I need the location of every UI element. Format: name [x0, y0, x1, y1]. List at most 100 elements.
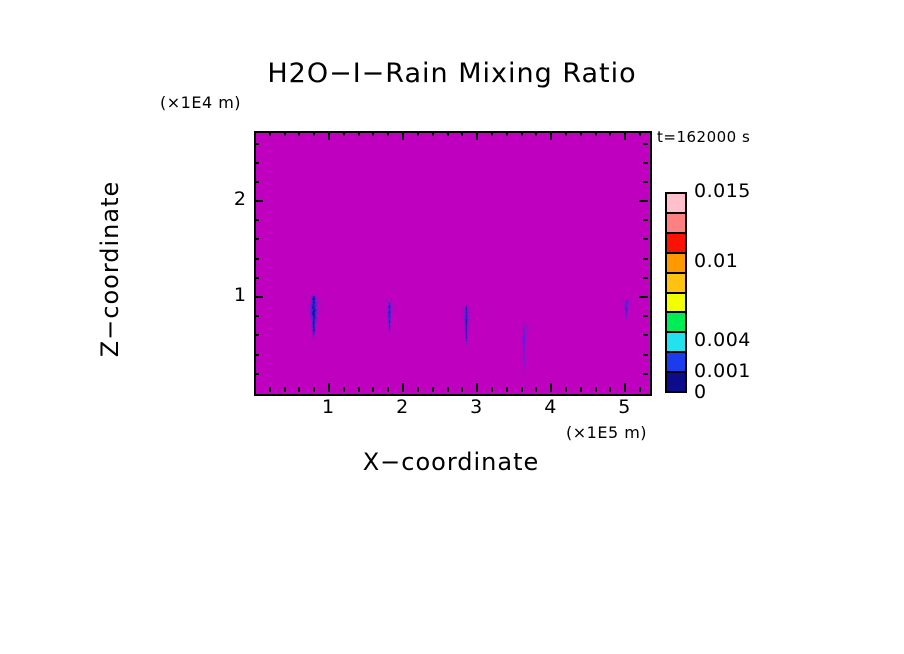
- y-axis-unit-label: (×1E4 m): [160, 93, 242, 112]
- y-tick-left: [254, 238, 259, 240]
- y-tick-right: [643, 373, 648, 375]
- x-tick-top: [358, 131, 360, 136]
- x-tick-top: [387, 131, 389, 136]
- y-tick-right: [639, 200, 648, 202]
- y-tick-left: [254, 181, 259, 183]
- x-tick-top: [639, 131, 641, 136]
- y-tick-left: [254, 143, 259, 145]
- y-tick-right: [643, 162, 648, 164]
- x-tick-bottom: [476, 383, 478, 392]
- x-tick-bottom: [343, 387, 345, 392]
- colorbar: [665, 192, 687, 393]
- y-tick-right: [643, 334, 648, 336]
- colorbar-label: 0.004: [694, 329, 751, 351]
- x-tick-bottom: [461, 387, 463, 392]
- plot-area: [254, 131, 652, 396]
- x-tick-top: [372, 131, 374, 136]
- x-tick-bottom: [298, 387, 300, 392]
- x-tick-top: [565, 131, 567, 136]
- x-tick-top: [461, 131, 463, 136]
- y-tick-right: [643, 238, 648, 240]
- x-tick-bottom: [417, 387, 419, 392]
- y-tick-label: 1: [233, 284, 246, 307]
- x-tick-top: [624, 131, 626, 140]
- x-tick-top: [447, 131, 449, 136]
- x-tick-bottom: [595, 387, 597, 392]
- x-tick-bottom: [313, 387, 315, 392]
- x-tick-top: [284, 131, 286, 136]
- x-tick-bottom: [269, 387, 271, 392]
- x-tick-bottom: [565, 387, 567, 392]
- colorbar-band-6: [667, 311, 685, 332]
- y-tick-right: [643, 181, 648, 183]
- x-tick-top: [491, 131, 493, 136]
- timestamp-annotation: t=162000 s: [657, 128, 751, 146]
- colorbar-band-2: [667, 231, 685, 252]
- chart-title: H2O−I−Rain Mixing Ratio: [267, 58, 637, 89]
- colorbar-label: 0: [694, 381, 707, 403]
- x-tick-bottom: [358, 387, 360, 392]
- x-tick-bottom: [387, 387, 389, 392]
- x-tick-bottom: [535, 387, 537, 392]
- y-tick-left: [254, 162, 259, 164]
- y-tick-left: [254, 315, 259, 317]
- y-axis-title: Z−coordinate: [96, 180, 124, 358]
- y-tick-left: [254, 354, 259, 356]
- y-tick-right: [643, 143, 648, 145]
- x-tick-label: 5: [618, 396, 631, 418]
- y-tick-right: [643, 354, 648, 356]
- x-tick-top: [269, 131, 271, 136]
- x-tick-bottom: [521, 387, 523, 392]
- x-tick-bottom: [284, 387, 286, 392]
- x-tick-bottom: [447, 387, 449, 392]
- y-tick-left: [254, 296, 263, 298]
- y-tick-right: [643, 315, 648, 317]
- colorbar-band-8: [667, 351, 685, 372]
- y-tick-right: [643, 277, 648, 279]
- x-tick-label: 3: [470, 396, 483, 418]
- y-tick-left: [254, 334, 259, 336]
- y-tick-left: [254, 258, 259, 260]
- colorbar-label: 0.015: [694, 180, 751, 202]
- x-tick-label: 1: [322, 396, 335, 418]
- x-tick-top: [313, 131, 315, 136]
- x-tick-label: 4: [544, 396, 557, 418]
- colorbar-label: 0.001: [694, 360, 751, 382]
- x-tick-bottom: [328, 383, 330, 392]
- x-tick-bottom: [372, 387, 374, 392]
- y-tick-right: [643, 258, 648, 260]
- x-tick-bottom: [506, 387, 508, 392]
- x-tick-bottom: [639, 387, 641, 392]
- x-tick-top: [535, 131, 537, 136]
- y-tick-label: 2: [233, 188, 246, 211]
- x-tick-top: [609, 131, 611, 136]
- x-tick-bottom: [402, 383, 404, 392]
- y-tick-left: [254, 373, 259, 375]
- colorbar-band-4: [667, 271, 685, 292]
- x-tick-top: [476, 131, 478, 140]
- colorbar-band-0: [667, 194, 685, 212]
- colorbar-band-1: [667, 211, 685, 232]
- x-tick-top: [402, 131, 404, 140]
- x-tick-bottom: [432, 387, 434, 392]
- x-tick-bottom: [580, 387, 582, 392]
- x-tick-top: [595, 131, 597, 136]
- x-tick-top: [521, 131, 523, 136]
- x-tick-top: [550, 131, 552, 140]
- x-tick-top: [506, 131, 508, 136]
- x-axis-unit-label: (×1E5 m): [566, 423, 648, 442]
- x-tick-label: 2: [396, 396, 409, 418]
- x-tick-bottom: [609, 387, 611, 392]
- x-tick-bottom: [491, 387, 493, 392]
- x-tick-top: [432, 131, 434, 136]
- colorbar-band-3: [667, 251, 685, 272]
- heatmap-field: [256, 133, 650, 394]
- y-tick-left: [254, 200, 263, 202]
- x-tick-top: [298, 131, 300, 136]
- colorbar-label: 0.01: [694, 250, 739, 272]
- x-tick-top: [343, 131, 345, 136]
- colorbar-band-9: [667, 371, 685, 392]
- x-tick-bottom: [550, 383, 552, 392]
- y-tick-left: [254, 277, 259, 279]
- y-tick-right: [639, 296, 648, 298]
